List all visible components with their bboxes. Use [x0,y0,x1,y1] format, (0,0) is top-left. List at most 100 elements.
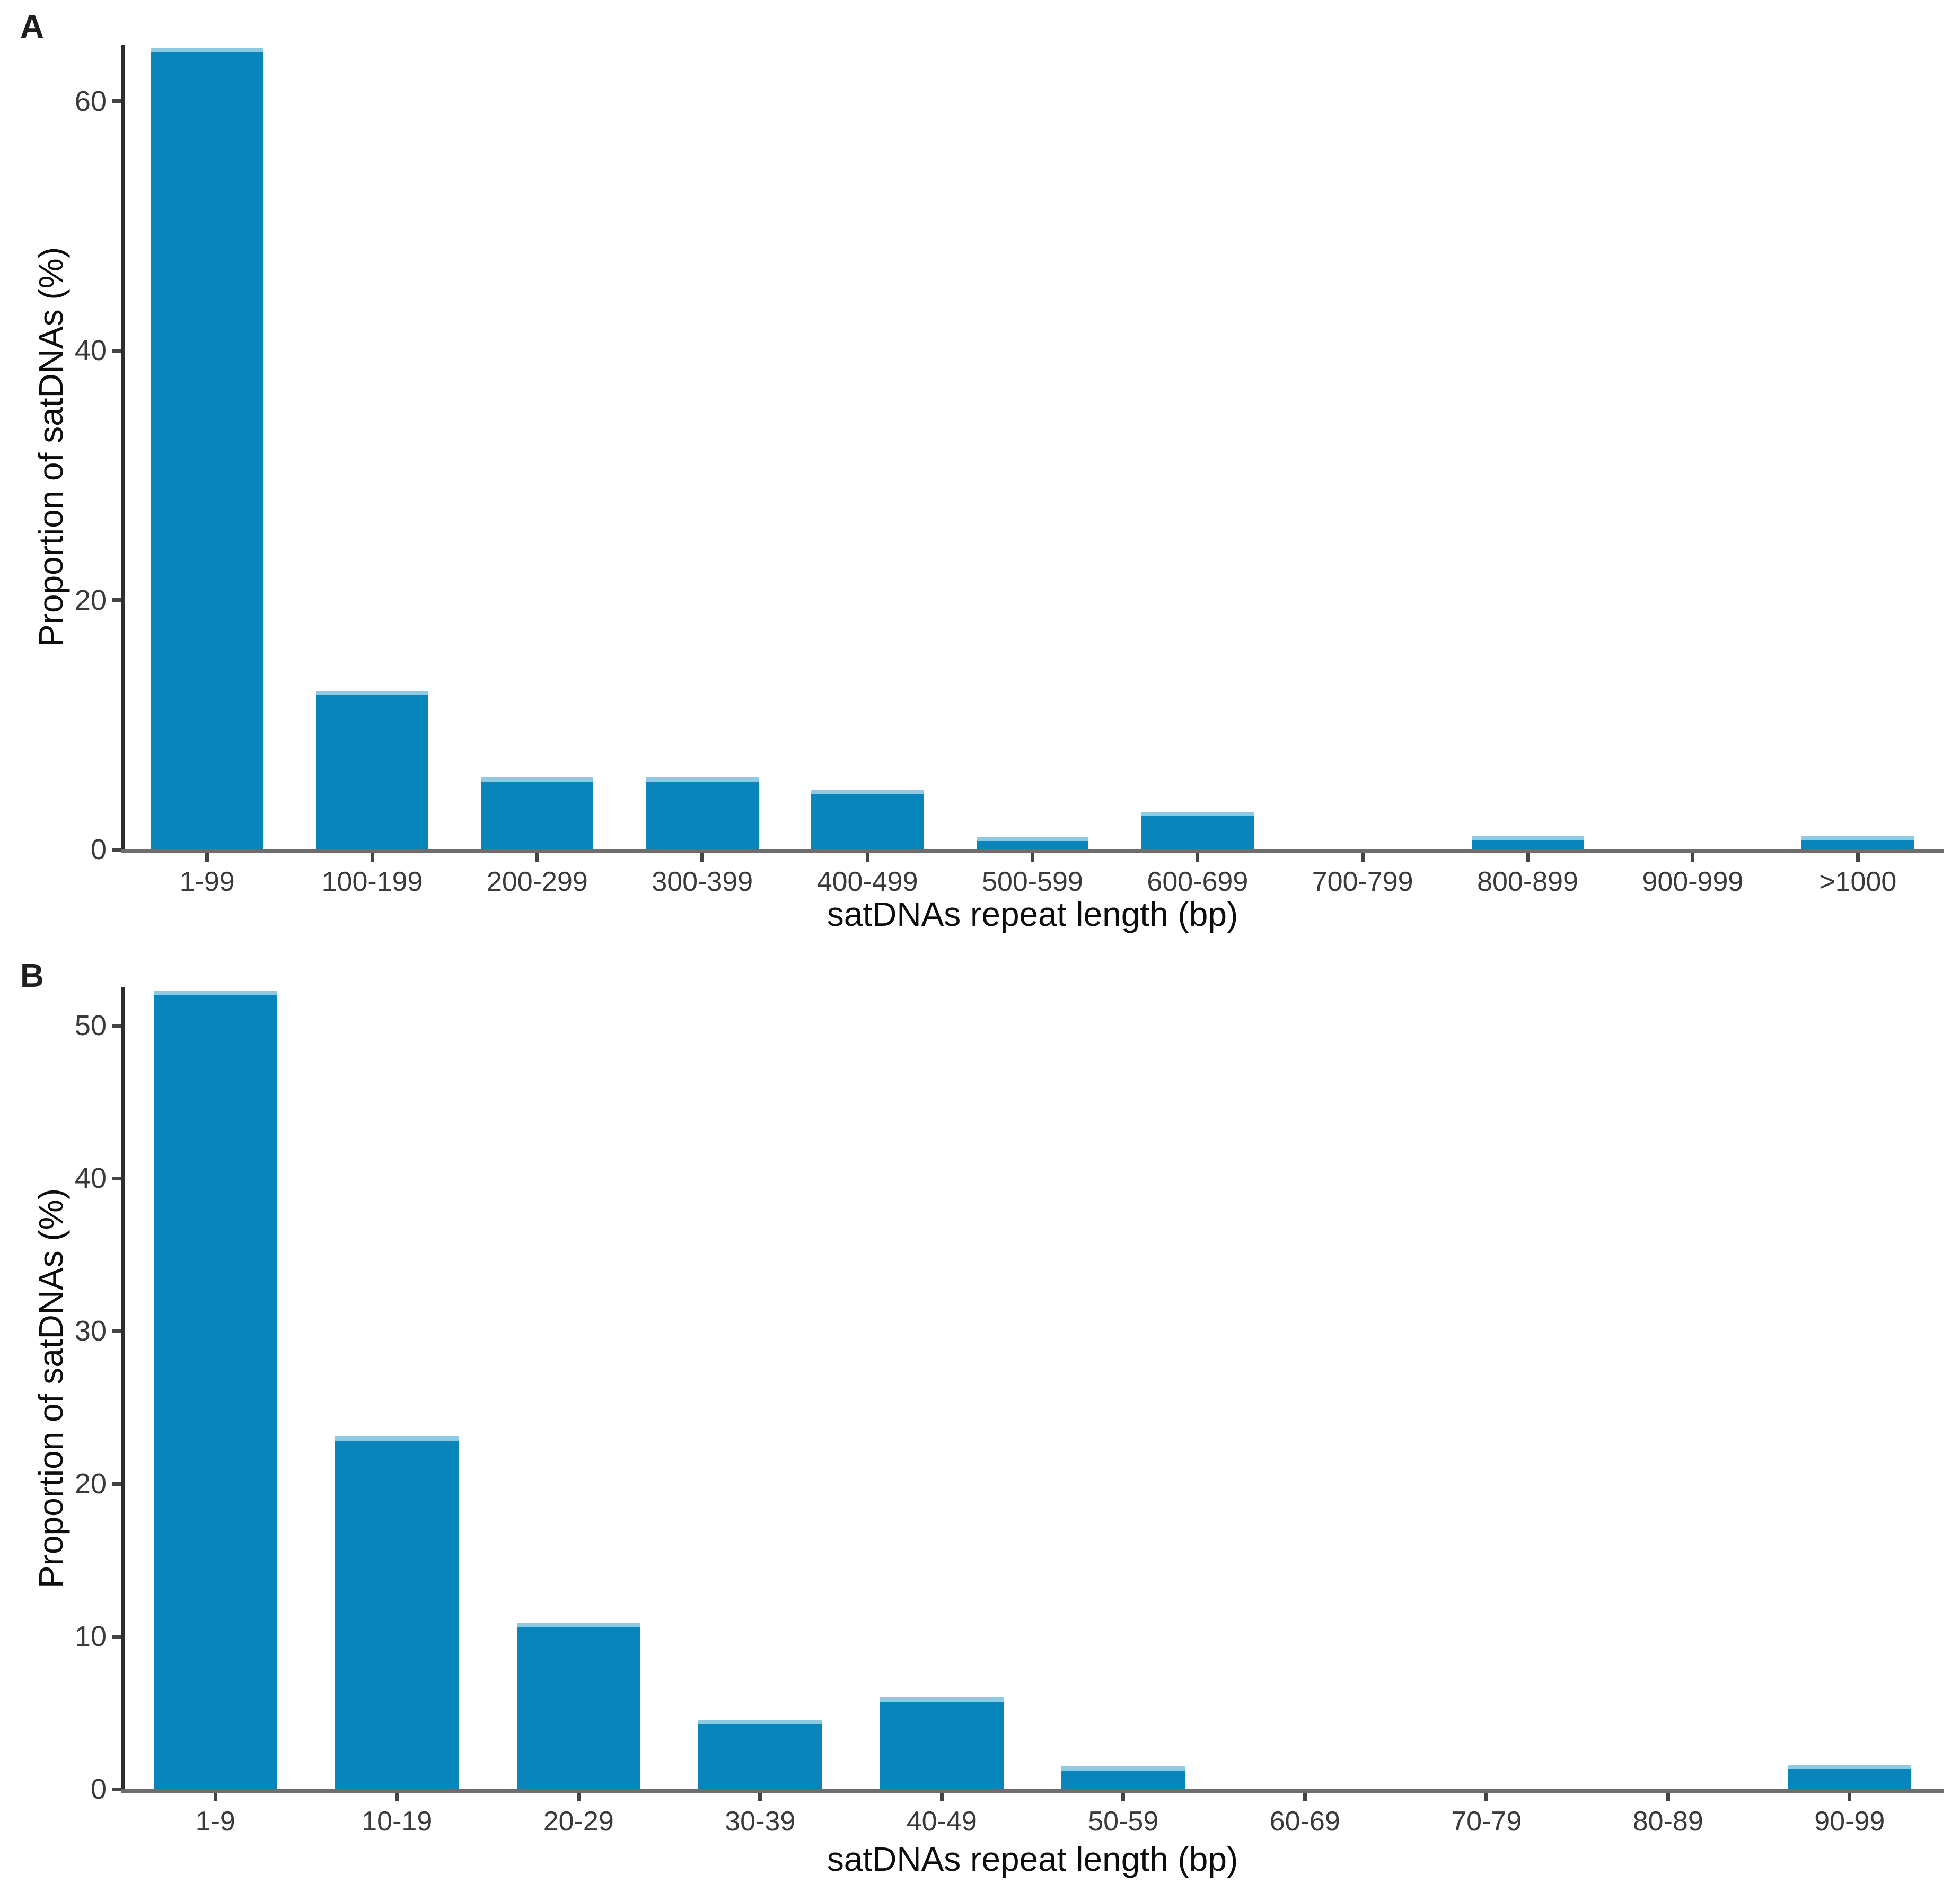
x-tick-label: 800-899 [1477,866,1578,897]
bar-slot [851,987,1033,1789]
x-tick-mark [1360,853,1365,862]
x-tick-label: 400-499 [816,866,918,897]
x-tick-mark [1121,1793,1126,1801]
x-tick: 300-399 [620,849,785,896]
bar-slot [125,987,306,1789]
y-tick-mark [112,1329,121,1333]
y-tick-mark [112,1634,121,1639]
x-tick-mark [1526,853,1530,862]
panel-b-letter: B [20,958,44,994]
bar-300-399 [646,777,759,849]
bar-slot [289,45,454,849]
x-tick: 30-39 [670,1789,851,1835]
y-tick-label: 50 [74,1010,107,1041]
x-tick-label: 50-59 [1088,1806,1159,1837]
x-tick-label: 100-199 [321,866,423,897]
x-tick-label: 30-39 [725,1806,796,1837]
bar-800-899 [1471,836,1584,849]
x-tick-mark [535,853,539,862]
x-tick-label: 10-19 [362,1806,433,1837]
x-tick-mark [213,1793,217,1801]
panel-a-x-axis-line [121,849,1944,853]
bar-slot [1033,987,1215,1789]
y-tick-mark [112,1482,121,1486]
y-tick-label: 20 [74,1468,107,1500]
x-tick: 10-19 [306,1789,488,1835]
panel-a-y-axis-title: Proportion of satDNAs (%) [32,247,70,647]
x-tick: 1-99 [125,849,289,896]
bar-slot [950,45,1115,849]
x-tick: 20-29 [488,1789,670,1835]
x-tick-label: 40-49 [906,1806,977,1837]
panel-a-x-axis-title: satDNAs repeat length (bp) [827,895,1238,933]
x-tick-label: 500-599 [982,866,1083,897]
x-tick-label: 70-79 [1451,1806,1522,1837]
x-tick: 100-199 [289,849,454,896]
y-tick-label: 0 [90,1773,107,1805]
y-tick-label: 40 [74,1162,107,1194]
panel-a-bars [125,45,1940,849]
bar-500-599 [976,837,1089,849]
bar-200-299 [481,777,594,849]
bar-slot [1115,45,1280,849]
y-tick-mark [112,1176,121,1180]
y-tick-mark [112,1023,121,1028]
panel-a: A Proportion of satDNAs (%) 1-99 100-199 2… [20,8,1944,933]
x-tick-mark [1196,853,1200,862]
bar-slot [1214,987,1396,1789]
x-tick-label: 300-399 [652,866,753,897]
x-tick: 40-49 [851,1789,1033,1835]
bar-slot [1776,45,1940,849]
x-tick-label: 60-69 [1269,1806,1340,1837]
panel-b-x-axis-title: satDNAs repeat length (bp) [827,1840,1238,1878]
bar-slot [488,987,670,1789]
bar-600-699 [1141,812,1254,849]
panel-a-y-axis-line [121,45,125,852]
bar-30-39 [698,1720,822,1789]
x-tick: 1-9 [125,1789,306,1835]
x-tick: 400-499 [785,849,950,896]
x-tick-mark [1691,853,1695,862]
panel-b-bars [125,987,1940,1789]
bar-slot [1577,987,1759,1789]
bar-slot [455,45,620,849]
x-tick-label: 80-89 [1632,1806,1703,1837]
bar-400-499 [811,790,924,849]
x-tick-mark [576,1793,581,1801]
bar-slot [1445,45,1610,849]
x-tick-mark [395,1793,399,1801]
y-tick-label: 60 [74,85,107,117]
y-tick-label: 0 [90,834,107,865]
x-tick-mark [700,853,705,862]
y-tick-label: 10 [74,1621,107,1652]
x-tick-mark [1856,853,1860,862]
y-tick-mark [112,847,121,852]
panel-b-x-axis-line [121,1789,1944,1793]
y-tick-label: 20 [74,584,107,616]
panel-a-letter: A [20,8,44,45]
x-tick-label: 900-999 [1642,866,1744,897]
x-tick-label: 1-9 [195,1806,235,1837]
bar-slot [306,987,488,1789]
panel-a-plot-area: 1-99 100-199 200-299 300-399 400-499 500-599 6… [75,45,1944,896]
y-tick-label: 40 [74,335,107,367]
x-tick-label: 700-799 [1312,866,1413,897]
x-tick-mark [205,853,209,862]
x-tick-label: 200-299 [486,866,588,897]
x-tick: 600-699 [1115,849,1280,896]
x-tick-mark [939,1793,944,1801]
x-tick-mark [758,1793,762,1801]
bar-slot [1610,45,1775,849]
bar-50-59 [1061,1766,1185,1789]
bar-90-99 [1788,1764,1912,1789]
bar-1-99 [151,47,263,849]
x-tick-label: 90-99 [1814,1806,1885,1837]
bar->1000 [1801,836,1914,849]
x-tick-mark [1303,1793,1307,1801]
bar-slot [785,45,950,849]
panel-b-y-axis-line [121,987,125,1791]
panel-b-x-axis-ticks: 1-9 10-19 20-29 30-39 40-49 50-59 60-69 70-79 80… [125,1789,1940,1835]
bar-1-9 [153,990,277,1789]
panel-b-plot-area: 1-9 10-19 20-29 30-39 40-49 50-59 60-69 70-79 80… [75,987,1944,1835]
x-tick: 900-999 [1610,849,1775,896]
